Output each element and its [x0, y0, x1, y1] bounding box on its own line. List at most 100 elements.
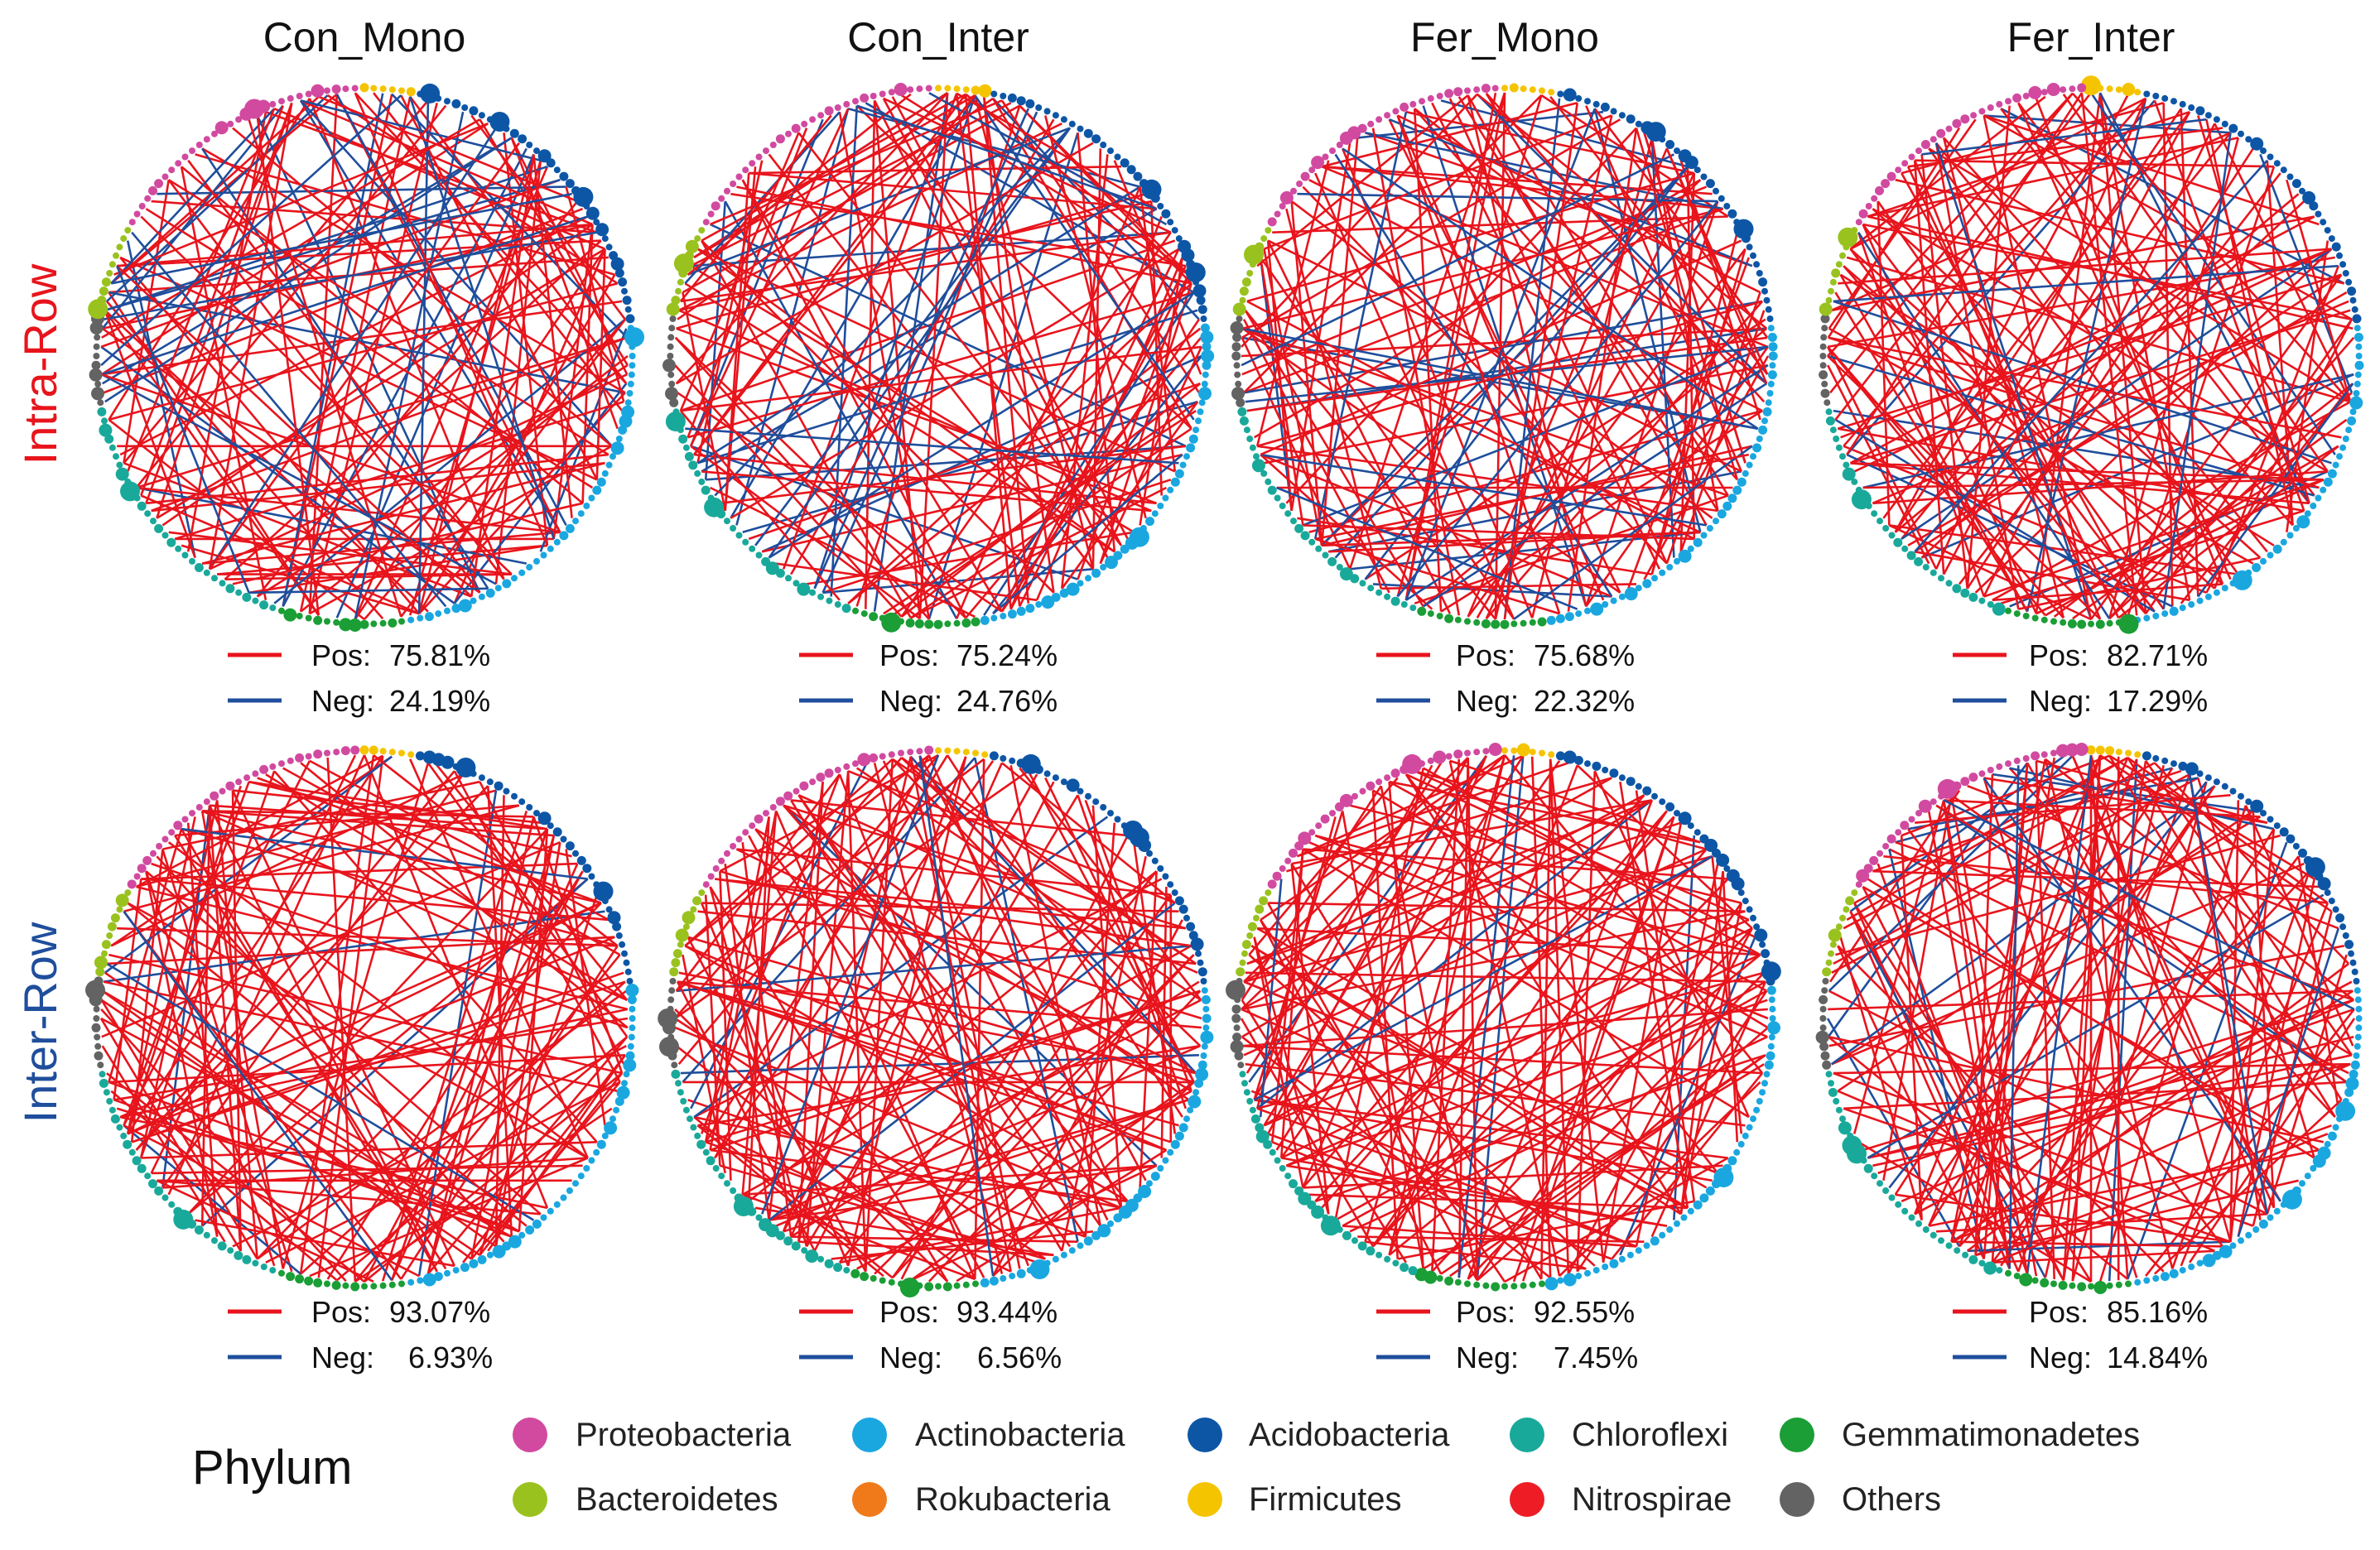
network-node — [1107, 1220, 1114, 1227]
network-node — [296, 613, 303, 619]
network-node — [843, 763, 850, 770]
network-edge — [2089, 754, 2129, 1279]
network-node — [1187, 1106, 1194, 1114]
network-node — [1820, 334, 1828, 341]
network-node — [533, 810, 540, 817]
network-node — [2286, 834, 2296, 844]
network-node — [612, 922, 622, 931]
network-node — [99, 286, 108, 296]
network-node — [1693, 829, 1701, 836]
network-node — [1068, 1247, 1076, 1254]
network-node — [1231, 387, 1245, 401]
network-edge — [1549, 95, 1769, 376]
network-node — [173, 1206, 183, 1216]
network-node — [593, 881, 614, 902]
network-edge — [1357, 110, 1604, 139]
network-node — [1464, 1280, 1471, 1288]
network-edge — [1404, 108, 1597, 601]
network-node — [1766, 976, 1775, 986]
network-node — [2088, 1283, 2094, 1290]
network-node — [1000, 755, 1007, 762]
network-edge — [1348, 92, 1506, 570]
network-node — [730, 525, 737, 532]
network-edge — [675, 1045, 976, 1280]
network-node — [1509, 83, 1519, 93]
network-edge — [1942, 800, 2029, 1274]
network-node — [324, 618, 330, 625]
network-node — [1427, 757, 1434, 764]
network-node — [1454, 616, 1462, 623]
network-edge — [1914, 785, 2216, 1215]
network-edge — [101, 999, 481, 1256]
network-node — [684, 251, 694, 261]
network-node — [935, 84, 942, 92]
network-node — [2324, 889, 2331, 897]
network-node — [852, 607, 859, 614]
network-edge — [256, 115, 320, 616]
network-node — [2342, 436, 2349, 442]
network-edge — [882, 760, 1109, 1221]
network-node — [1825, 416, 1835, 426]
network-edge — [127, 902, 528, 1227]
network-node — [518, 798, 526, 806]
network-edge — [813, 781, 1055, 1252]
network-node — [1762, 407, 1772, 416]
network-edge — [1241, 1036, 1552, 1279]
network-node — [667, 334, 675, 341]
network-edge — [1253, 855, 1713, 1101]
network-node — [1279, 190, 1294, 205]
network-edge — [674, 757, 903, 1019]
network-node — [593, 219, 600, 226]
network-node — [420, 83, 441, 103]
network-node — [1659, 1231, 1666, 1239]
network-edge — [1260, 239, 1742, 456]
network-node — [1713, 517, 1719, 525]
network-edge — [964, 94, 1012, 609]
network-node — [1375, 778, 1383, 786]
network-node — [2312, 1154, 2326, 1168]
network-edge — [2026, 754, 2093, 1274]
network-node — [1445, 753, 1453, 760]
network-edge — [720, 869, 1202, 1020]
network-node — [124, 227, 132, 234]
network-edge — [101, 300, 623, 376]
network-node — [1758, 277, 1768, 287]
network-edge — [1308, 179, 1763, 412]
network-edge — [1349, 1036, 1768, 1233]
network-edge — [373, 754, 619, 947]
network-node — [1819, 362, 1827, 369]
network-node — [2252, 1226, 2260, 1233]
network-node — [696, 1139, 706, 1149]
network-node — [1635, 782, 1642, 790]
network-node — [1279, 203, 1286, 209]
network-node — [724, 850, 730, 857]
network-node — [1733, 1148, 1741, 1156]
network-node — [2134, 1278, 2142, 1286]
network-node — [1284, 857, 1292, 864]
network-node — [142, 855, 152, 865]
network-node — [1145, 517, 1154, 527]
network-edge — [108, 828, 183, 1083]
network-node — [1092, 798, 1100, 806]
network-node — [1120, 544, 1130, 554]
network-node — [1741, 233, 1751, 243]
network-node — [629, 362, 636, 369]
network-node — [1234, 371, 1241, 378]
network-edge — [1915, 794, 2231, 824]
network-node — [1882, 525, 1890, 532]
network-node — [1232, 1033, 1242, 1042]
network-node — [1083, 1236, 1093, 1246]
network-edge — [1635, 790, 1696, 1202]
network-edge — [2127, 757, 2343, 1100]
network-edge — [224, 239, 602, 580]
network-node — [2345, 426, 2353, 434]
network-edge — [1966, 105, 2011, 589]
network-edge — [1297, 192, 1718, 203]
phylum-legend: Phylum Proteobacteria Actinobacteria Aci… — [192, 1417, 2140, 1518]
network-node — [2213, 116, 2220, 123]
network-node — [724, 1180, 730, 1187]
network-node — [2188, 601, 2195, 608]
network-node — [2354, 325, 2361, 332]
network-edge — [2117, 445, 2339, 619]
network-edge — [2197, 777, 2315, 1158]
